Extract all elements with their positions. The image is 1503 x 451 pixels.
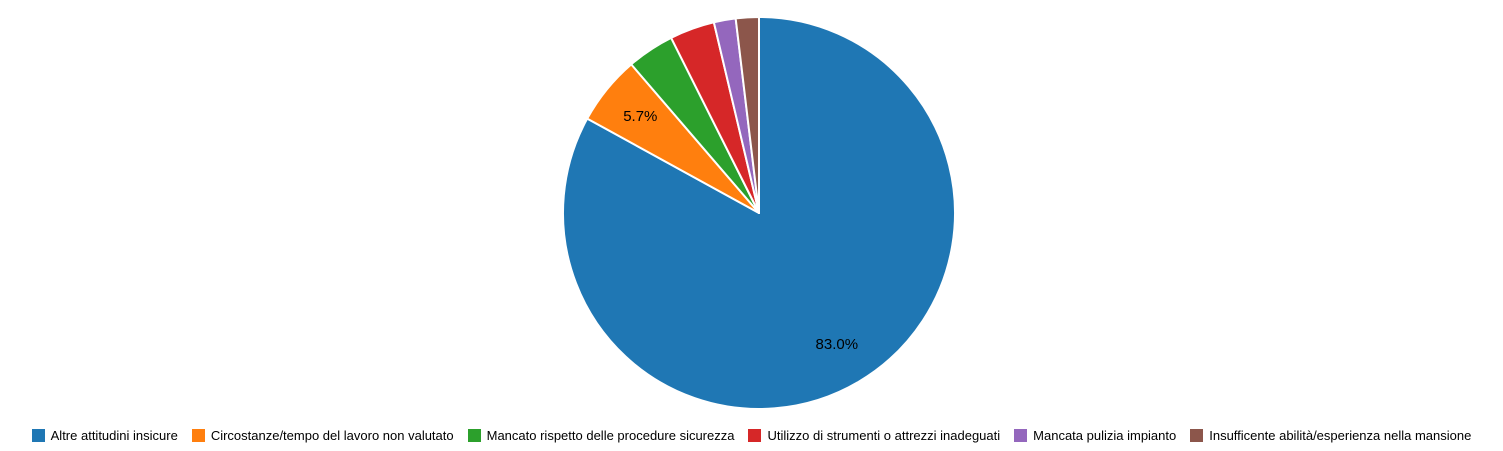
legend-item-mancato-rispetto: Mancato rispetto delle procedure sicurez… [467,427,735,443]
legend-swatch-green-icon [467,428,481,442]
legend-swatch-blue-icon [31,428,45,442]
legend-label: Insufficente abilità/esperienza nella ma… [1209,427,1472,443]
legend-label: Utilizzo di strumenti o attrezzi inadegu… [767,427,1001,443]
legend-swatch-purple-icon [1014,428,1028,442]
legend: Altre attitudini insicure Circostanze/te… [0,425,1503,445]
pie-percentage-label: 5.7% [623,108,657,125]
legend-label: Mancata pulizia impianto [1033,427,1177,443]
pie-slice-6 [734,16,760,214]
legend-item-circostanze-tempo: Circostanze/tempo del lavoro non valutat… [191,427,454,443]
legend-item-utilizzo-strumenti: Utilizzo di strumenti o attrezzi inadegu… [748,427,1001,443]
pie-percentage-label: 83.0% [816,336,859,353]
legend-label: Altre attitudini insicure [50,427,178,443]
legend-swatch-orange-icon [191,428,205,442]
legend-item-insufficente-abilita: Insufficente abilità/esperienza nella ma… [1190,427,1472,443]
legend-label: Mancato rispetto delle procedure sicurez… [486,427,735,443]
legend-item-mancata-pulizia: Mancata pulizia impianto [1014,427,1177,443]
legend-item-altre-attitudini: Altre attitudini insicure [31,427,178,443]
legend-swatch-brown-icon [1190,428,1204,442]
legend-label: Circostanze/tempo del lavoro non valutat… [210,427,454,443]
legend-swatch-red-icon [748,428,762,442]
